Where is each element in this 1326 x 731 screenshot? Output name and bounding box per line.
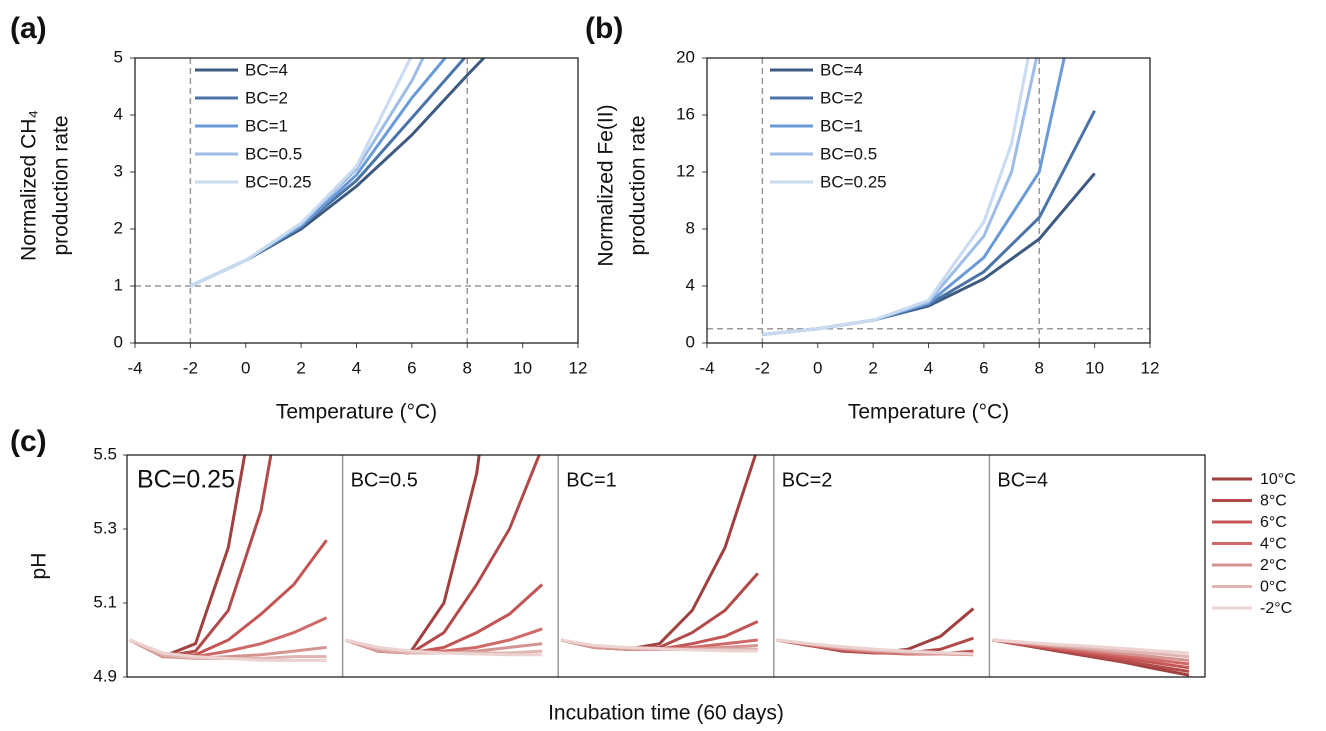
x-tick-label: -2 [755, 358, 770, 377]
data-line [762, 172, 1096, 336]
legend-label: BC=1 [245, 116, 288, 135]
x-axis-label: Temperature (°C) [276, 401, 437, 424]
y-tick-label: 16 [676, 104, 695, 123]
y-tick-label: 8 [686, 218, 695, 237]
x-tick-label: 12 [1141, 358, 1160, 377]
data-line [560, 572, 759, 651]
x-axis-label: Incubation time (60 days) [548, 702, 784, 725]
x-tick-label: 6 [979, 358, 988, 377]
y-tick-label: 0 [686, 332, 695, 351]
data-line [345, 455, 481, 653]
x-tick-label: 2 [868, 358, 877, 377]
y-tick-label: 12 [676, 161, 695, 180]
legend-label: 0°C [1260, 579, 1287, 596]
panel-title: BC=0.25 [137, 466, 235, 494]
y-tick-label: 1 [114, 275, 123, 294]
legend-label: 6°C [1260, 514, 1287, 531]
x-tick-label: 10 [1085, 358, 1104, 377]
legend-label: BC=1 [820, 116, 863, 135]
x-tick-label: 4 [924, 358, 933, 377]
data-line [560, 638, 758, 653]
x-axis-label: Temperature (°C) [848, 401, 1009, 424]
legend-label: 8°C [1260, 493, 1287, 510]
y-tick-label: 3 [114, 161, 123, 180]
y-axis-label: production rate [50, 115, 73, 255]
data-line [345, 583, 544, 655]
panel-title: BC=4 [997, 469, 1048, 491]
legend-label: BC=2 [245, 88, 288, 107]
plot-frame [706, 57, 1151, 344]
panel-label: (b) [585, 12, 623, 45]
legend-label: BC=0.25 [820, 172, 887, 191]
legend-label: BC=4 [820, 60, 863, 79]
panel-title: BC=2 [782, 469, 833, 491]
y-axis-label: production rate [627, 115, 650, 255]
legend-label: 4°C [1260, 536, 1287, 553]
plot-frame [126, 454, 1206, 678]
data-line [762, 58, 1030, 336]
legend-label: BC=0.25 [245, 172, 312, 191]
y-tick-label: 4 [686, 275, 695, 294]
y-tick-label: 4 [114, 104, 123, 123]
data-line [992, 638, 1190, 655]
data-line [189, 58, 466, 288]
data-line [129, 638, 327, 661]
y-tick-label: 5 [114, 47, 123, 66]
y-tick-label: 5.1 [93, 592, 117, 611]
legend-label: -2°C [1260, 600, 1292, 617]
data-line [189, 58, 485, 288]
data-line [189, 58, 447, 288]
data-line [129, 638, 327, 662]
data-line [129, 539, 328, 659]
data-line [189, 58, 412, 288]
panel-title: BC=0.5 [351, 469, 418, 491]
legend-label: BC=0.5 [820, 144, 877, 163]
x-tick-label: 8 [1035, 358, 1044, 377]
y-axis-label: pH [28, 553, 51, 580]
x-tick-label: -2 [183, 358, 198, 377]
y-axis-label: Normalized Fe(II) [595, 104, 618, 266]
x-tick-label: 0 [241, 358, 250, 377]
legend-label: BC=4 [245, 60, 288, 79]
x-tick-label: 2 [296, 358, 305, 377]
x-tick-label: -4 [127, 358, 142, 377]
x-tick-label: 0 [813, 358, 822, 377]
y-axis-label: Normalized CH₄ [18, 110, 41, 261]
legend-label: 10°C [1260, 471, 1296, 488]
panel-label: (a) [10, 12, 47, 45]
plot-frame [134, 57, 579, 344]
y-tick-label: 2 [114, 218, 123, 237]
y-tick-label: 20 [676, 47, 695, 66]
data-line [345, 638, 543, 657]
x-tick-label: -4 [699, 358, 714, 377]
legend-label: BC=0.5 [245, 144, 302, 163]
panel-label: (c) [10, 425, 47, 458]
y-tick-label: 5.5 [93, 444, 117, 463]
legend-label: 2°C [1260, 557, 1287, 574]
legend-label: BC=2 [820, 88, 863, 107]
x-tick-label: 6 [407, 358, 416, 377]
y-tick-label: 0 [114, 332, 123, 351]
y-tick-label: 5.3 [93, 518, 117, 537]
x-tick-label: 12 [569, 358, 588, 377]
x-tick-label: 8 [463, 358, 472, 377]
panel-title: BC=1 [566, 469, 617, 491]
y-tick-label: 4.9 [93, 666, 117, 685]
data-line [776, 638, 974, 656]
x-tick-label: 4 [352, 358, 361, 377]
x-tick-label: 10 [513, 358, 532, 377]
